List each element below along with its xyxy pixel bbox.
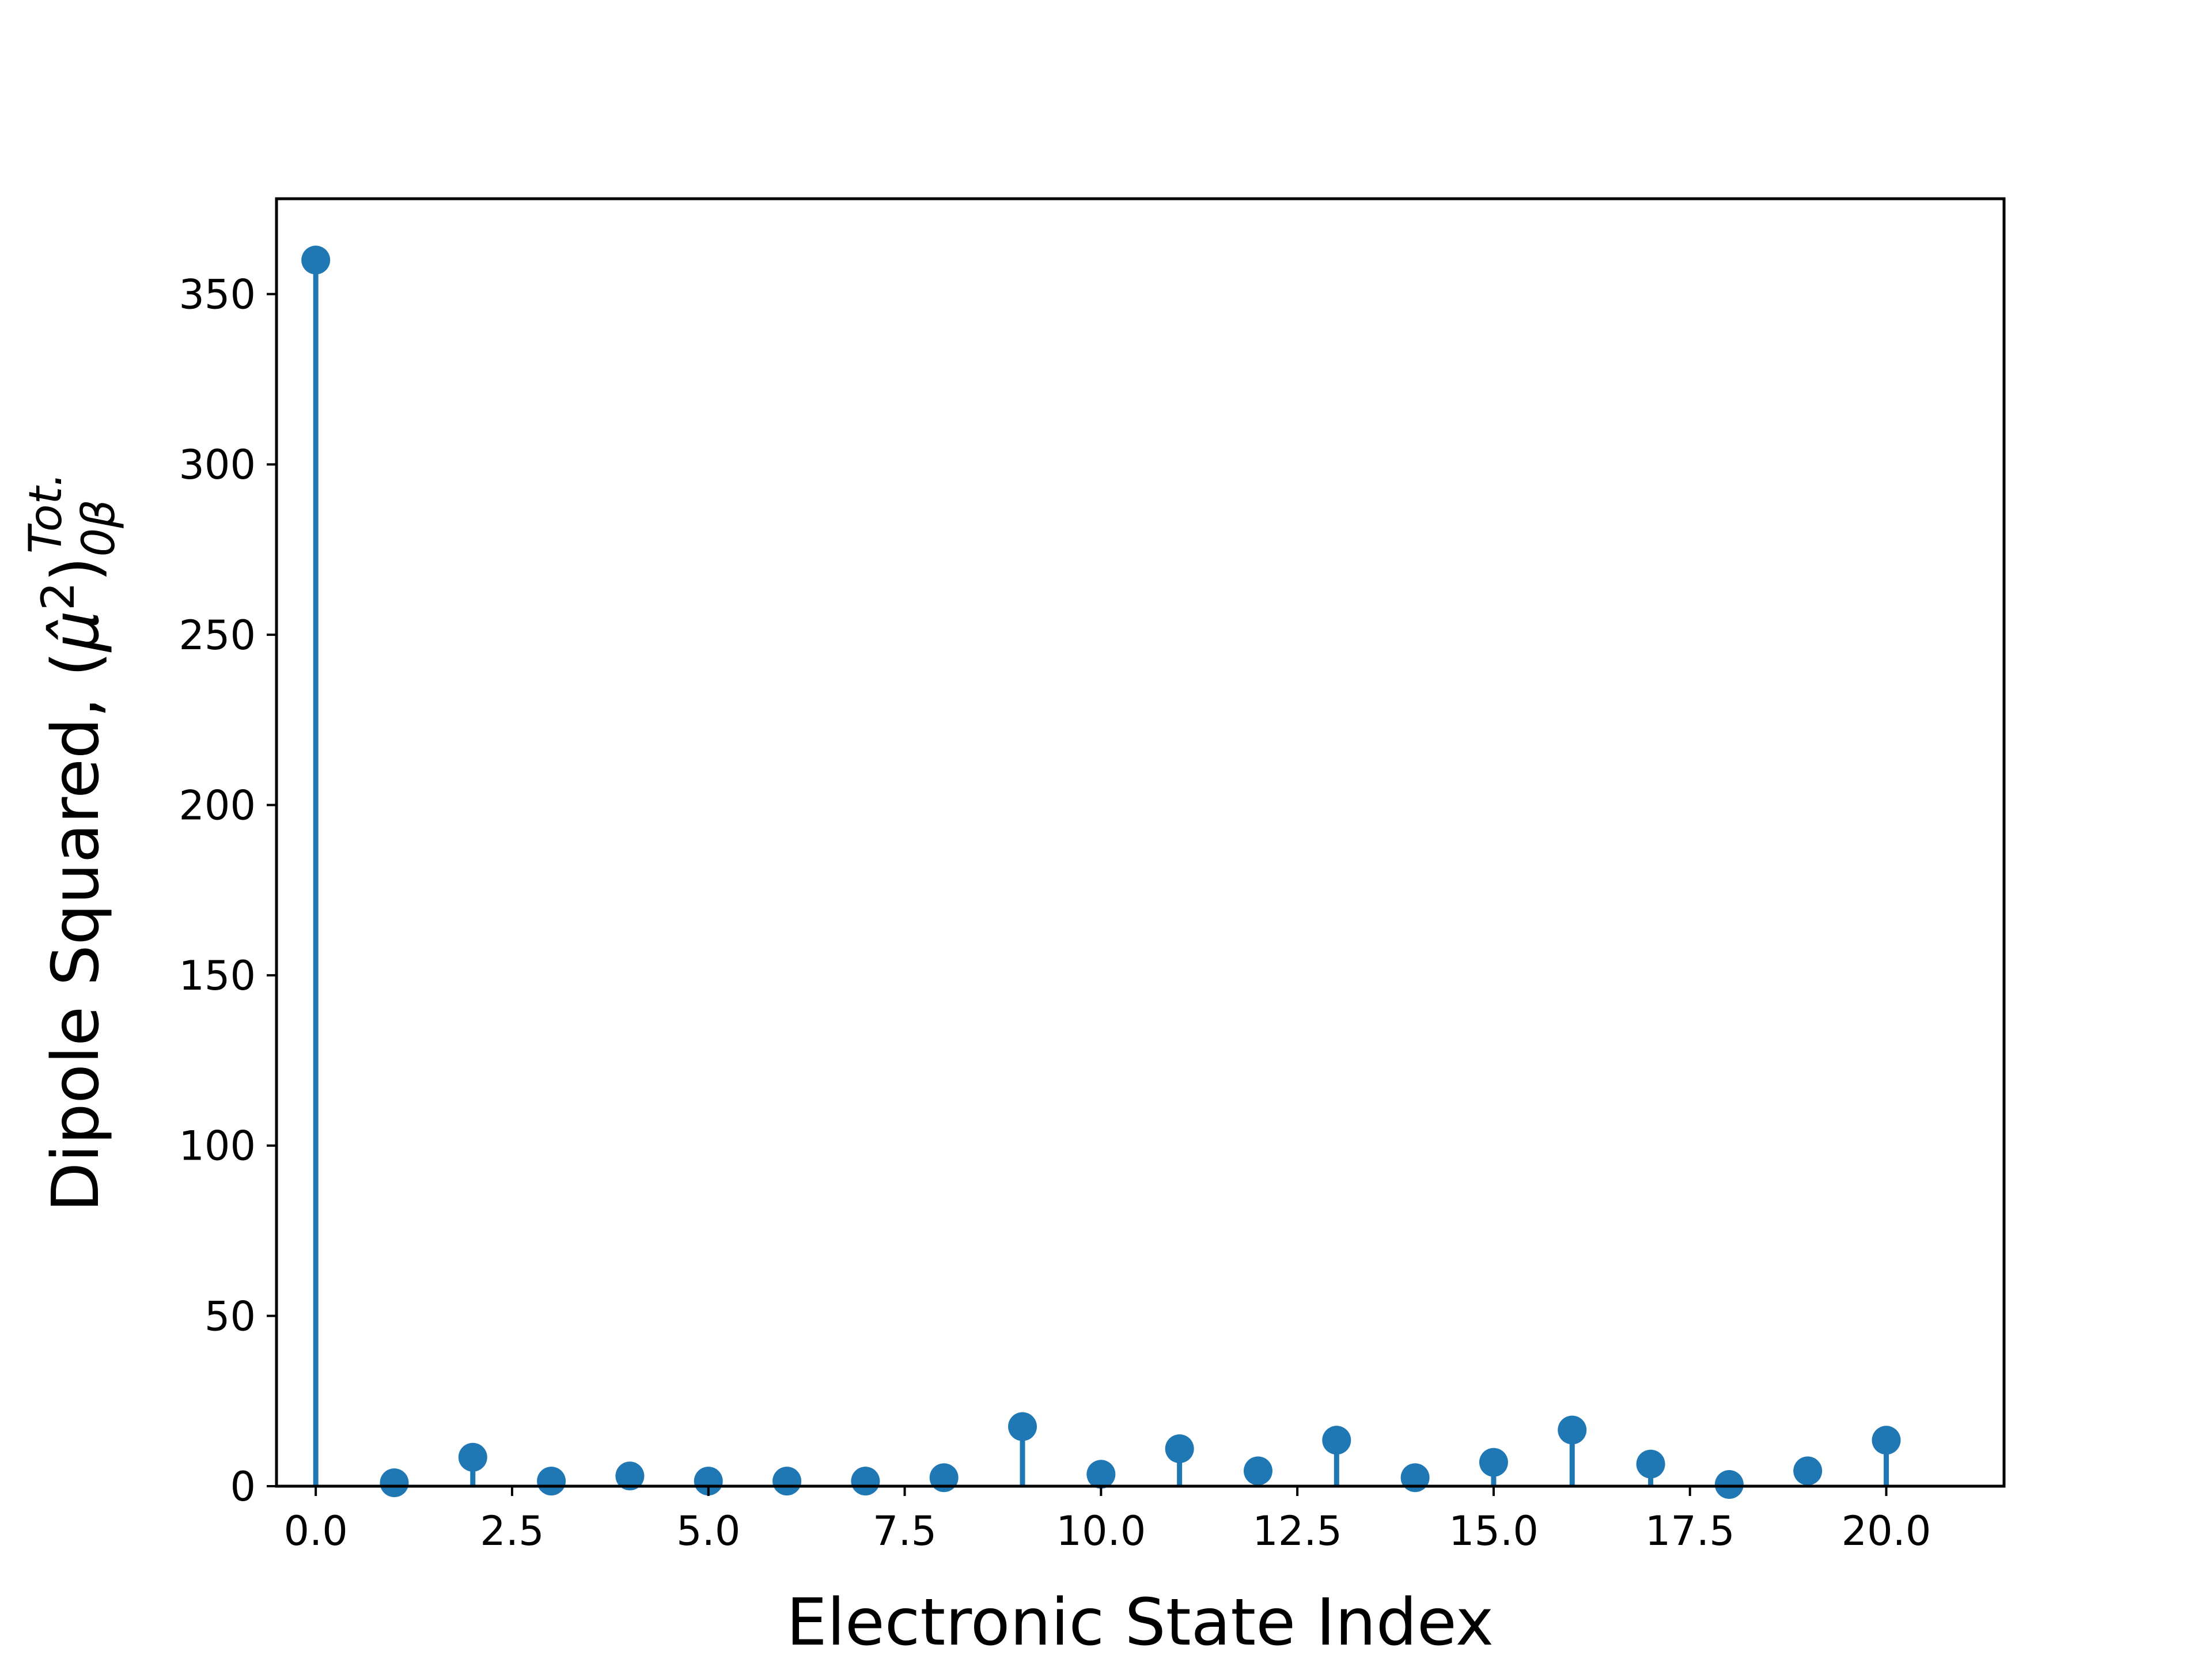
- stem-marker: [458, 1442, 487, 1472]
- y-axis-label-symbol: μ̂: [39, 611, 113, 653]
- stem: [1714, 1470, 1744, 1499]
- stem: [1243, 1456, 1272, 1486]
- stem: [537, 1467, 566, 1496]
- stem-marker: [851, 1467, 880, 1496]
- x-tick-label: 15.0: [1449, 1508, 1539, 1555]
- stem: [1086, 1460, 1116, 1489]
- y-axis: 0 50 100 150 200 250 300 350: [179, 271, 276, 1510]
- y-axis-label-close: ): [39, 557, 113, 582]
- y-tick-label: 0: [230, 1463, 256, 1510]
- stem: [1872, 1426, 1901, 1486]
- stem-marker: [1165, 1434, 1194, 1463]
- y-axis-label-subscript: 0β: [73, 499, 125, 556]
- y-tick-label: 100: [179, 1123, 256, 1170]
- y-axis-label-open: (: [39, 652, 113, 677]
- x-tick-label: 17.5: [1645, 1508, 1735, 1555]
- x-tick-label: 0.0: [283, 1508, 347, 1555]
- stem: [1008, 1412, 1037, 1486]
- stem-marker: [772, 1467, 802, 1496]
- x-tick-label: 5.0: [676, 1508, 740, 1555]
- stem-marker: [1400, 1463, 1430, 1493]
- stem: [1400, 1463, 1430, 1493]
- stem-marker: [301, 245, 331, 275]
- x-tick-label: 12.5: [1252, 1508, 1342, 1555]
- stem-marker: [1558, 1415, 1587, 1445]
- stem: [929, 1463, 959, 1493]
- y-tick-label: 250: [179, 612, 256, 659]
- stem-marker: [1008, 1412, 1037, 1441]
- y-tick-label: 300: [179, 441, 256, 488]
- plot-frame: [275, 197, 2006, 1488]
- stem-marker: [1872, 1426, 1901, 1455]
- stem-marker: [1714, 1470, 1744, 1499]
- x-tick-label: 7.5: [873, 1508, 937, 1555]
- stem-marker: [929, 1463, 959, 1493]
- y-axis-label: Dipole Squared, (μ̂2)0βTot.: [20, 472, 125, 1212]
- stem-marker: [615, 1461, 645, 1491]
- x-tick-label: 10.0: [1056, 1508, 1146, 1555]
- stem-marker: [694, 1467, 723, 1496]
- stem-marker: [1479, 1448, 1508, 1477]
- y-axis-label-superscript: Tot.: [20, 472, 72, 554]
- stem-marker: [1322, 1426, 1351, 1455]
- x-tick-label: 20.0: [1842, 1508, 1931, 1555]
- stem: [458, 1442, 487, 1486]
- stem-marker: [380, 1468, 409, 1498]
- y-tick-label: 150: [179, 952, 256, 999]
- stem: [1165, 1434, 1194, 1486]
- stem-marker: [1636, 1449, 1665, 1479]
- stem-marker: [1793, 1456, 1823, 1486]
- x-tick-label: 2.5: [480, 1508, 544, 1555]
- stem: [1322, 1426, 1351, 1486]
- x-axis: 0.0 2.5 5.0 7.5 10.0 12.5 15.0 17.5 20.0: [283, 1486, 1931, 1555]
- stem: [1479, 1448, 1508, 1486]
- stem-marker: [537, 1467, 566, 1496]
- y-axis-label-text: Dipole Squared,: [39, 677, 113, 1212]
- stem: [301, 245, 331, 1486]
- x-axis-label: Electronic State Index: [786, 1585, 1494, 1659]
- y-tick-label: 350: [179, 271, 256, 319]
- stem: [772, 1467, 802, 1496]
- stem-series: [301, 245, 1901, 1499]
- stem: [1793, 1456, 1823, 1486]
- y-tick-label: 200: [179, 782, 256, 829]
- stem: [380, 1468, 409, 1498]
- stem: [1558, 1415, 1587, 1486]
- stem: [615, 1461, 645, 1491]
- stem-marker: [1243, 1456, 1272, 1486]
- y-axis-label-power: 2: [33, 582, 85, 611]
- stem: [851, 1467, 880, 1496]
- y-tick-label: 50: [204, 1293, 256, 1340]
- stem: [1636, 1449, 1665, 1486]
- stem-marker: [1086, 1460, 1116, 1489]
